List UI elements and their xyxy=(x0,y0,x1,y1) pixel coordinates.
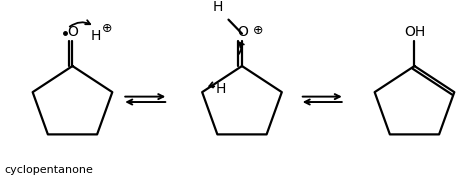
Text: H: H xyxy=(216,82,227,96)
Text: ⊕: ⊕ xyxy=(102,22,113,35)
Text: H: H xyxy=(213,0,223,14)
Text: cyclopentanone: cyclopentanone xyxy=(5,165,93,175)
Text: O: O xyxy=(237,25,248,39)
Text: O: O xyxy=(67,25,78,39)
Text: ⊕: ⊕ xyxy=(253,24,263,37)
Text: OH: OH xyxy=(404,25,425,39)
Text: H: H xyxy=(91,29,101,43)
